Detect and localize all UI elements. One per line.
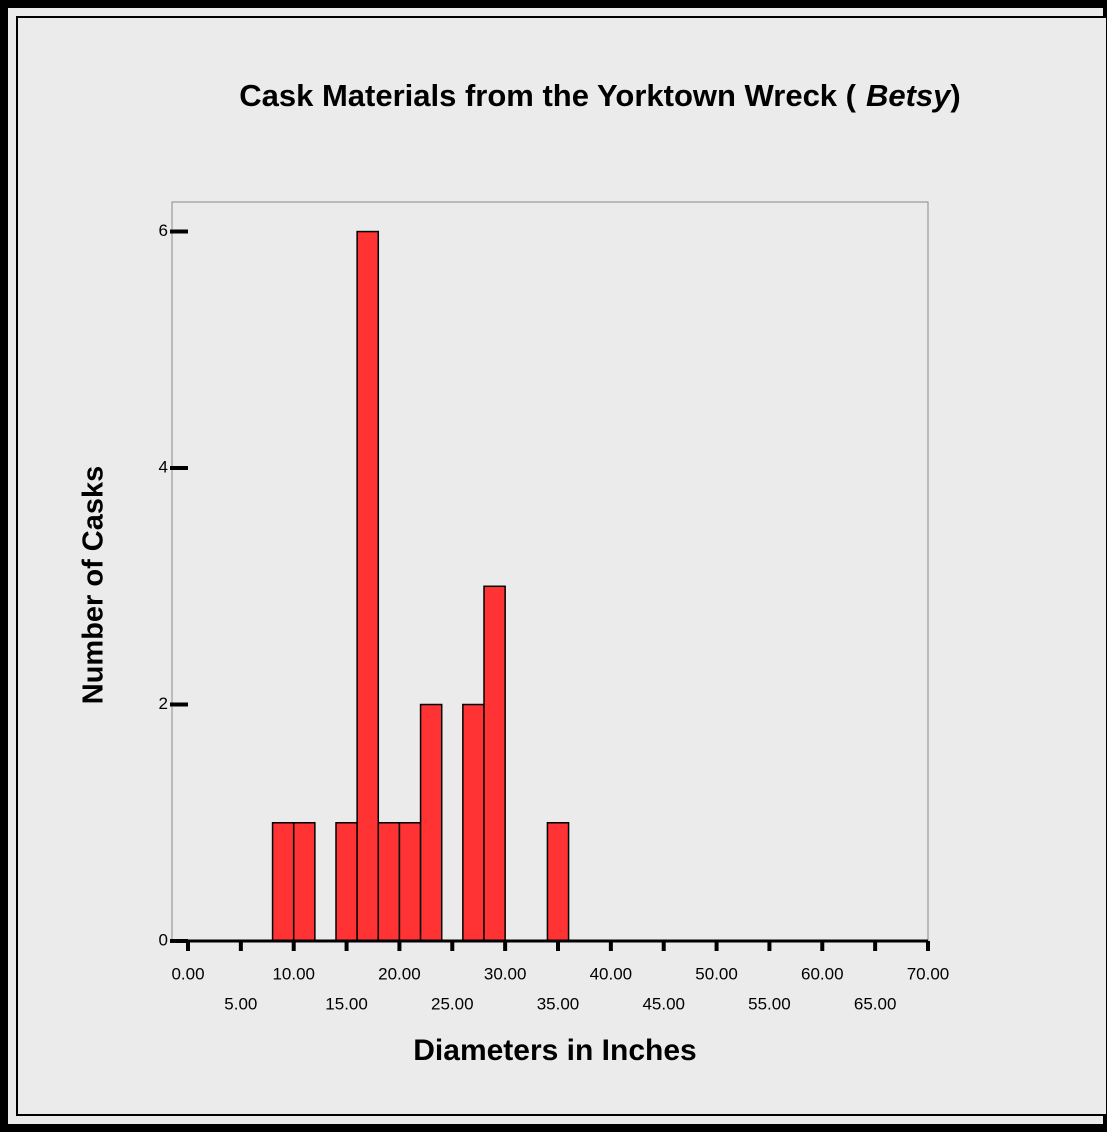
x-tick-label: 60.00 bbox=[801, 964, 844, 983]
x-tick-label: 0.00 bbox=[171, 964, 204, 983]
bar bbox=[398, 822, 422, 942]
bar bbox=[335, 822, 358, 942]
y-tick-label: 6 bbox=[159, 221, 168, 240]
bar bbox=[483, 585, 506, 942]
x-tick-label: 65.00 bbox=[854, 994, 897, 1013]
x-tick-label: 25.00 bbox=[431, 994, 474, 1013]
y-axis-label: Number of Casks bbox=[78, 466, 110, 705]
chart-title: Cask Materials from the Yorktown Wreck (… bbox=[239, 78, 961, 113]
x-tick-label: 40.00 bbox=[590, 964, 633, 983]
y-tick-label: 0 bbox=[159, 930, 168, 949]
x-tick-label: 20.00 bbox=[378, 964, 421, 983]
bar bbox=[419, 703, 443, 942]
x-tick-label: 10.00 bbox=[272, 964, 315, 983]
x-tick-label: 30.00 bbox=[484, 964, 527, 983]
x-tick-label: 45.00 bbox=[642, 994, 685, 1013]
x-tick-label: 5.00 bbox=[224, 994, 257, 1013]
bar bbox=[546, 822, 570, 942]
x-tick-label: 70.00 bbox=[907, 964, 950, 983]
y-tick-label: 4 bbox=[159, 458, 168, 477]
x-tick-label: 55.00 bbox=[748, 994, 791, 1013]
bar bbox=[377, 822, 401, 942]
bar bbox=[271, 822, 295, 942]
bar bbox=[462, 703, 485, 942]
x-tick-label: 35.00 bbox=[537, 994, 580, 1013]
title-italic: Betsy bbox=[866, 78, 952, 113]
x-axis-label: Diameters in Inches bbox=[413, 1034, 696, 1067]
title-text: Cask Materials from the Yorktown Wreck ( bbox=[239, 78, 856, 113]
bar bbox=[356, 230, 380, 942]
bar bbox=[292, 822, 316, 942]
y-tick-label: 2 bbox=[159, 694, 168, 713]
x-tick-label: 50.00 bbox=[695, 964, 738, 983]
plot-area bbox=[171, 201, 929, 942]
x-tick-label: 15.00 bbox=[325, 994, 368, 1013]
title-end: ) bbox=[950, 78, 960, 113]
